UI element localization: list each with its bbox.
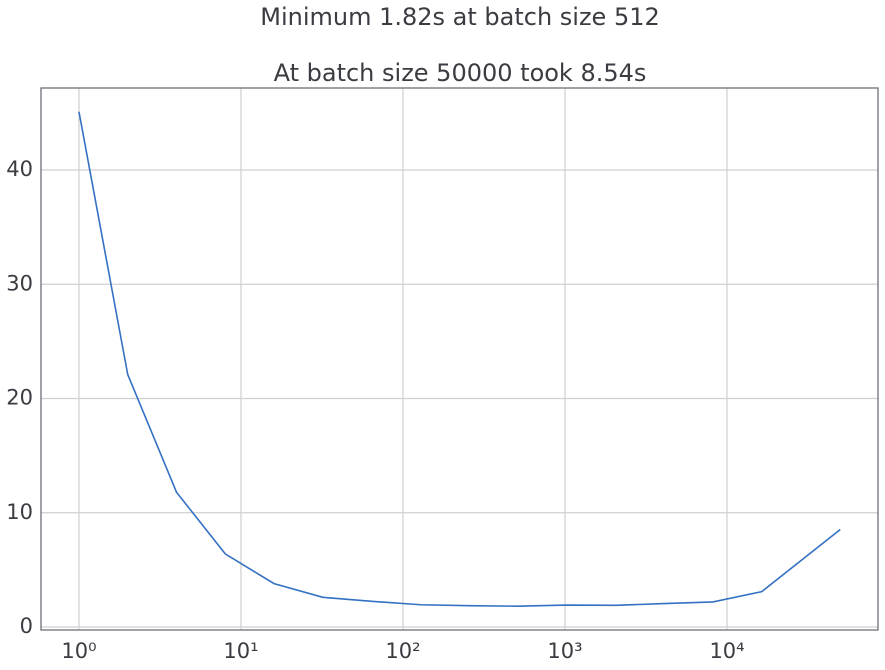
y-tick-label: 20 <box>6 386 33 410</box>
x-tick-label: 10⁰ <box>61 639 96 663</box>
data-line <box>78 111 841 608</box>
y-tick-label: 30 <box>6 271 33 295</box>
y-tick-label: 10 <box>6 500 33 524</box>
chart-title: Minimum 1.82s at batch size 512 <box>260 3 660 31</box>
x-tick-label: 10¹ <box>223 639 258 663</box>
x-tick-label: 10² <box>385 639 420 663</box>
x-tick-label: 10⁴ <box>709 639 744 663</box>
y-tick-label: 0 <box>20 614 33 638</box>
y-tick-label: 40 <box>6 157 33 181</box>
x-tick-label: 10³ <box>547 639 582 663</box>
plot-frame <box>40 87 879 631</box>
chart-subtitle: At batch size 50000 took 8.54s <box>274 59 647 87</box>
